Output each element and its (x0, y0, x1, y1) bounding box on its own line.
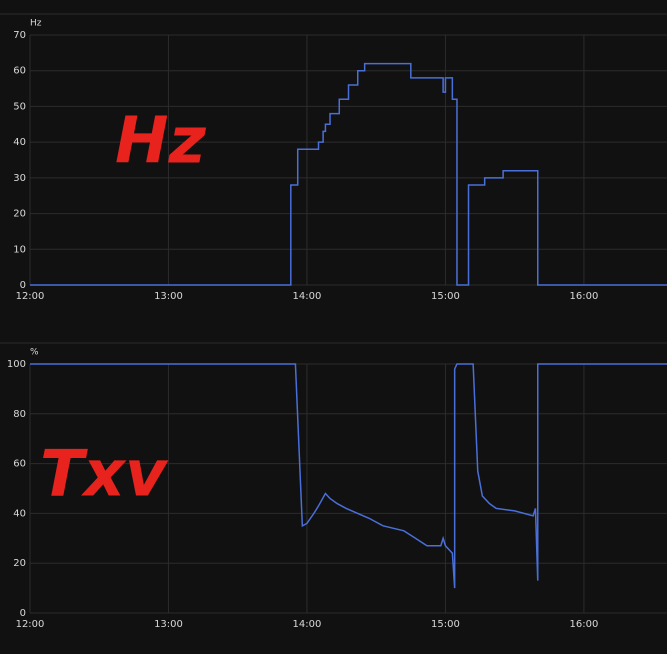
y-tick-label: 20 (13, 209, 26, 220)
x-tick-label: 12:00 (16, 291, 45, 302)
data-line (30, 62, 667, 286)
y-tick-label: 30 (13, 173, 26, 184)
y-tick-label: 10 (13, 244, 26, 255)
x-tick-label: 12:00 (16, 619, 45, 630)
y-tick-label: 60 (13, 66, 26, 77)
x-tick-label: 15:00 (431, 291, 460, 302)
y-tick-label: 50 (13, 101, 26, 112)
x-tick-label: 15:00 (431, 619, 460, 630)
annotation: Txv (40, 438, 169, 512)
x-tick-label: 13:00 (154, 619, 183, 630)
unit-label: Hz (30, 19, 42, 29)
x-tick-label: 13:00 (154, 291, 183, 302)
annotation: Hz (115, 105, 207, 179)
y-tick-label: 0 (20, 608, 26, 619)
y-tick-label: 80 (13, 409, 26, 420)
y-tick-label: 40 (13, 137, 26, 148)
y-tick-label: 40 (13, 508, 26, 519)
y-tick-label: 70 (13, 30, 26, 41)
y-tick-label: 60 (13, 459, 26, 470)
y-tick-label: 100 (7, 359, 26, 370)
y-tick-label: 0 (20, 280, 26, 291)
x-tick-label: 16:00 (569, 619, 598, 630)
y-tick-label: 20 (13, 558, 26, 569)
x-tick-label: 16:00 (569, 291, 598, 302)
x-tick-label: 14:00 (293, 619, 322, 630)
data-line (30, 363, 667, 589)
unit-label: % (30, 348, 39, 358)
x-tick-label: 14:00 (293, 291, 322, 302)
